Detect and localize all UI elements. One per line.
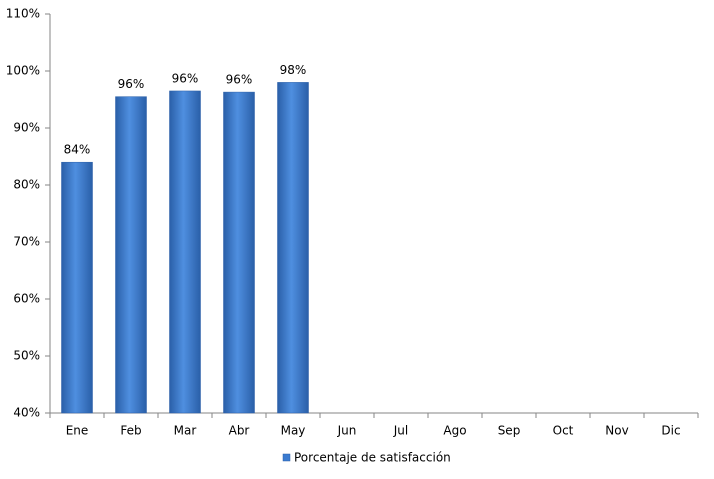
bar <box>223 91 255 414</box>
x-tick-label: Ago <box>443 424 466 438</box>
data-label: 96% <box>172 71 199 85</box>
data-label: 96% <box>226 73 253 87</box>
y-tick-label: 100% <box>6 64 40 78</box>
x-tick-label: Dic <box>661 424 680 438</box>
y-tick-label: 110% <box>6 7 40 21</box>
x-tick-label: May <box>281 424 306 438</box>
x-tick-label: Nov <box>605 424 628 438</box>
y-tick-label: 80% <box>13 178 40 192</box>
legend-swatch <box>282 453 291 462</box>
y-tick-label: 50% <box>13 349 40 363</box>
x-tick-label: Jul <box>393 424 408 438</box>
y-tick-label: 90% <box>13 121 40 135</box>
data-label: 84% <box>64 143 91 157</box>
x-tick-label: Mar <box>174 424 197 438</box>
bar <box>169 90 201 414</box>
bar <box>277 82 309 414</box>
x-tick-label: Sep <box>498 424 521 438</box>
x-tick-label: Oct <box>553 424 574 438</box>
y-tick-label: 70% <box>13 235 40 249</box>
y-tick-label: 40% <box>13 406 40 420</box>
x-tick-label: Abr <box>229 424 250 438</box>
legend-label: Porcentaje de satisfacción <box>294 451 451 465</box>
x-tick-label: Jun <box>337 424 357 438</box>
bar <box>61 161 93 414</box>
data-label: 96% <box>118 77 145 91</box>
y-tick-label: 60% <box>13 292 40 306</box>
x-tick-label: Ene <box>66 424 89 438</box>
bar <box>115 96 147 414</box>
x-tick-label: Feb <box>120 424 141 438</box>
data-label: 98% <box>280 63 307 77</box>
